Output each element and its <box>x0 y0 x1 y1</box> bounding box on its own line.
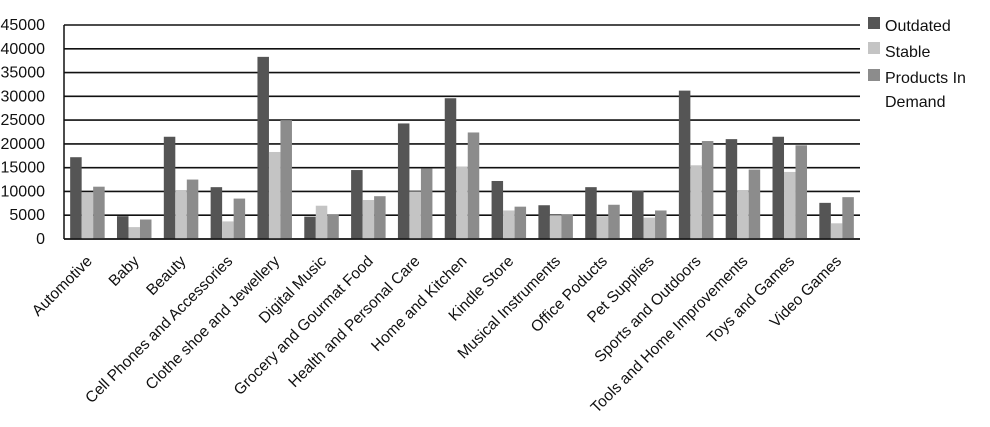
legend-label: Demand <box>885 94 945 111</box>
bar-outdated <box>772 136 785 239</box>
bar-stable <box>409 191 421 239</box>
x-category-label: Automotive <box>29 253 96 320</box>
bar-outdated <box>397 123 410 239</box>
y-tick-label: 20000 <box>1 136 46 153</box>
bar-products-in-demand <box>608 204 620 239</box>
bar-products-in-demand <box>233 198 246 239</box>
y-tick-label: 40000 <box>1 41 46 58</box>
legend-swatch <box>868 42 880 54</box>
bar-outdated <box>210 187 223 239</box>
x-category-label: Baby <box>106 253 143 290</box>
y-tick-label: 5000 <box>9 207 45 224</box>
bar-outdated <box>725 139 738 239</box>
bar-products-in-demand <box>561 214 573 239</box>
bar-outdated <box>304 216 316 239</box>
legend-label: Stable <box>885 44 930 61</box>
bar-products-in-demand <box>327 214 339 239</box>
bar-outdated <box>116 216 129 239</box>
bar-outdated <box>632 190 644 239</box>
bar-stable <box>596 216 609 239</box>
bar-products-in-demand <box>748 169 761 239</box>
legend: Outdated Stable Products In Demand <box>868 17 966 111</box>
bar-outdated <box>444 98 457 239</box>
legend-label: Products In <box>885 70 966 87</box>
y-tick-label: 0 <box>36 231 45 248</box>
bar-products-in-demand <box>93 186 105 239</box>
bar-products-in-demand <box>842 197 854 239</box>
bar-stable <box>362 200 375 239</box>
bar-stable <box>128 227 140 239</box>
bar-stable <box>81 192 94 239</box>
y-tick-label: 10000 <box>1 183 46 200</box>
y-tick-label: 15000 <box>1 160 46 177</box>
y-tick-label: 45000 <box>1 17 46 34</box>
y-axis-tick-labels: 0 5000 10000 15000 20000 25000 30000 35000 40000… <box>1 17 46 248</box>
bar-stable <box>643 217 656 239</box>
legend-swatch <box>868 17 880 29</box>
bar-outdated <box>585 187 597 239</box>
bar-stable <box>737 190 749 239</box>
bar-products-in-demand <box>467 132 480 239</box>
bar-stable <box>175 190 187 239</box>
bar-stable <box>549 215 562 239</box>
bar-outdated <box>819 202 831 239</box>
y-tick-label: 30000 <box>1 88 46 105</box>
bar-outdated <box>351 170 363 239</box>
x-category-label: Beauty <box>143 253 189 299</box>
bar-outdated <box>678 90 691 239</box>
bar-products-in-demand <box>655 210 667 239</box>
y-tick-label: 35000 <box>1 65 46 82</box>
bar-outdated <box>257 56 269 240</box>
bar-products-in-demand <box>701 141 714 239</box>
bar-stable <box>222 221 234 239</box>
bar-outdated <box>491 180 504 239</box>
bar-outdated <box>538 205 550 239</box>
bar-stable <box>690 165 702 239</box>
bar-outdated <box>70 157 82 239</box>
bars <box>70 56 854 240</box>
bar-outdated <box>163 136 176 239</box>
bar-stable <box>268 151 281 239</box>
bar-products-in-demand <box>420 168 433 239</box>
bar-stable <box>830 223 843 239</box>
legend-label: Outdated <box>885 18 951 35</box>
bar-products-in-demand <box>280 120 292 239</box>
y-tick-label: 25000 <box>1 112 46 129</box>
bar-stable <box>784 171 796 239</box>
bar-stable <box>456 166 468 239</box>
bar-products-in-demand <box>374 196 386 239</box>
bar-products-in-demand <box>139 219 152 239</box>
axes <box>63 25 860 240</box>
bar-stable <box>503 210 515 239</box>
bar-stable <box>315 205 328 239</box>
x-category-label: Toys and Games <box>704 253 798 347</box>
bar-products-in-demand <box>514 206 527 239</box>
bar-products-in-demand <box>186 179 199 239</box>
bar-products-in-demand <box>795 145 808 239</box>
legend-swatch <box>868 69 880 81</box>
